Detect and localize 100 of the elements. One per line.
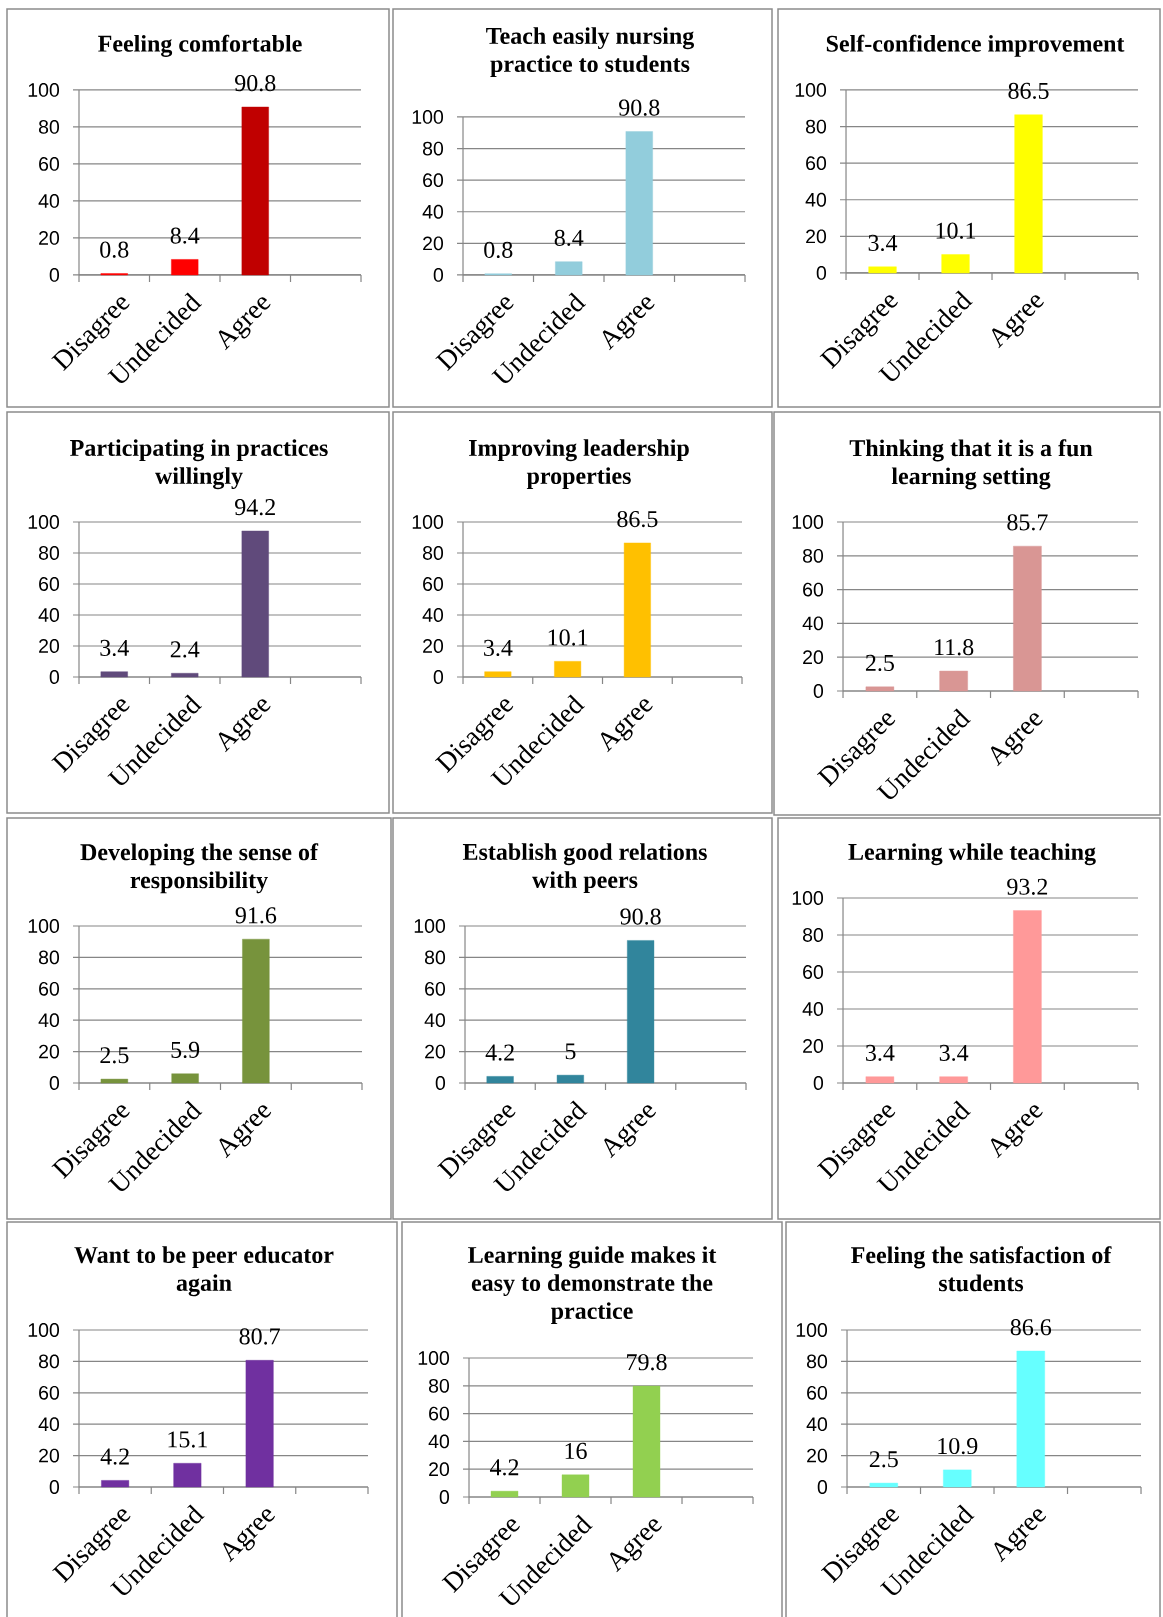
data-label: 2.4 xyxy=(170,641,200,658)
chart-title: Want to be peer educator again xyxy=(74,1246,334,1297)
y-tick-label: 80 xyxy=(424,950,446,965)
y-tick-label: 20 xyxy=(429,1462,450,1477)
y-tick-label: 60 xyxy=(39,157,60,171)
y-tick-label: 100 xyxy=(28,1323,60,1337)
y-tick-label: 100 xyxy=(792,515,824,529)
y-tick-label: 60 xyxy=(423,173,444,188)
y-tick-label: 0 xyxy=(49,1480,60,1494)
data-label: 3.4 xyxy=(484,639,513,657)
y-tick-label: 100 xyxy=(796,1323,828,1337)
data-label: 2.5 xyxy=(869,1451,898,1468)
data-label: 86.5 xyxy=(1008,82,1049,100)
y-tick-label: 100 xyxy=(28,515,60,529)
data-label: 80.7 xyxy=(239,1328,280,1345)
y-tick-label: 0 xyxy=(817,1480,828,1494)
bar xyxy=(171,259,199,276)
y-tick-label: 0 xyxy=(49,1076,60,1090)
y-tick-label: 20 xyxy=(39,231,60,245)
bar xyxy=(625,131,653,276)
data-label: 85.7 xyxy=(1007,514,1048,531)
data-label: 90.8 xyxy=(619,99,660,116)
bar xyxy=(941,254,970,274)
bar xyxy=(869,1482,898,1488)
y-tick-label: 60 xyxy=(39,981,60,996)
data-label: 90.8 xyxy=(620,908,661,925)
y-tick-label: 80 xyxy=(422,141,444,156)
y-tick-label: 100 xyxy=(28,919,60,933)
chart-title: Participating in practices willingly xyxy=(70,439,328,490)
y-tick-label: 20 xyxy=(806,229,827,244)
data-label: 93.2 xyxy=(1007,878,1048,895)
chart-title: Improving leadership properties xyxy=(469,439,689,489)
data-label: 94.2 xyxy=(235,499,275,516)
bar xyxy=(245,1360,274,1488)
data-label: 10.9 xyxy=(938,1437,978,1455)
y-tick-label: 40 xyxy=(38,1417,60,1432)
data-label: 10.1 xyxy=(936,222,976,239)
y-tick-label: 0 xyxy=(49,670,60,684)
data-label: 8.4 xyxy=(554,229,584,247)
bar xyxy=(171,1073,199,1084)
data-label: 3.4 xyxy=(100,639,129,657)
data-label: 4.2 xyxy=(485,1044,514,1061)
data-label: 90.8 xyxy=(235,75,276,92)
y-tick-label: 100 xyxy=(418,1351,450,1365)
data-label: 0.8 xyxy=(484,241,513,259)
bar xyxy=(1016,1350,1045,1488)
data-label: 86.5 xyxy=(617,510,658,528)
y-tick-label: 40 xyxy=(424,1013,446,1028)
y-tick-label: 60 xyxy=(39,577,60,591)
data-label: 5.9 xyxy=(171,1041,200,1059)
y-tick-label: 0 xyxy=(49,268,60,282)
bar xyxy=(556,1074,584,1084)
data-label: 91.6 xyxy=(235,907,277,924)
y-tick-label: 80 xyxy=(802,928,824,942)
bar xyxy=(242,938,270,1084)
chart-title: Self-confidence improvement xyxy=(826,34,1125,57)
y-tick-label: 40 xyxy=(422,204,444,219)
data-label: 0.8 xyxy=(100,241,129,258)
y-tick-label: 60 xyxy=(803,582,824,597)
data-label: 86.6 xyxy=(1010,1319,1052,1336)
bar xyxy=(627,940,655,1084)
y-tick-label: 100 xyxy=(792,891,824,905)
y-tick-label: 40 xyxy=(38,194,60,208)
bar xyxy=(486,1076,514,1084)
y-tick-label: 80 xyxy=(38,546,60,560)
y-tick-label: 100 xyxy=(412,515,444,529)
data-label: 16 xyxy=(565,1442,587,1459)
chart-title: Teach easily nursing practice to students xyxy=(486,27,695,77)
y-tick-label: 80 xyxy=(428,1378,450,1393)
y-tick-label: 20 xyxy=(803,1039,824,1053)
y-tick-label: 100 xyxy=(795,83,827,97)
y-tick-label: 60 xyxy=(803,965,824,979)
y-tick-label: 60 xyxy=(429,1406,450,1421)
data-label: 3.4 xyxy=(939,1044,969,1062)
chart-title: Thinking that it is a fun learning setting xyxy=(849,439,1093,490)
data-label: 4.2 xyxy=(489,1459,519,1476)
bar xyxy=(171,673,199,678)
y-tick-label: 40 xyxy=(805,192,827,207)
chart-title: Feeling comfortable xyxy=(98,34,302,57)
y-tick-label: 40 xyxy=(806,1417,828,1432)
y-tick-label: 100 xyxy=(414,919,446,933)
y-tick-label: 20 xyxy=(803,650,824,665)
y-tick-label: 40 xyxy=(802,616,824,631)
y-tick-label: 0 xyxy=(813,684,824,698)
y-tick-label: 20 xyxy=(423,236,444,251)
bar xyxy=(101,1480,130,1488)
bar xyxy=(554,661,582,678)
data-label: 3.4 xyxy=(866,1044,895,1062)
y-tick-label: 0 xyxy=(813,1076,824,1090)
data-label: 3.4 xyxy=(868,234,898,252)
y-tick-label: 20 xyxy=(425,1044,446,1059)
data-label: 2.5 xyxy=(865,654,894,672)
y-tick-label: 60 xyxy=(39,1385,60,1400)
y-tick-label: 80 xyxy=(806,1354,828,1369)
y-tick-label: 0 xyxy=(433,670,444,684)
chart-title: Developing the sense of responsibility xyxy=(80,843,319,894)
bar xyxy=(1013,545,1042,692)
data-label: 15.1 xyxy=(168,1431,207,1448)
y-tick-label: 60 xyxy=(425,981,446,996)
bar xyxy=(100,1078,129,1084)
